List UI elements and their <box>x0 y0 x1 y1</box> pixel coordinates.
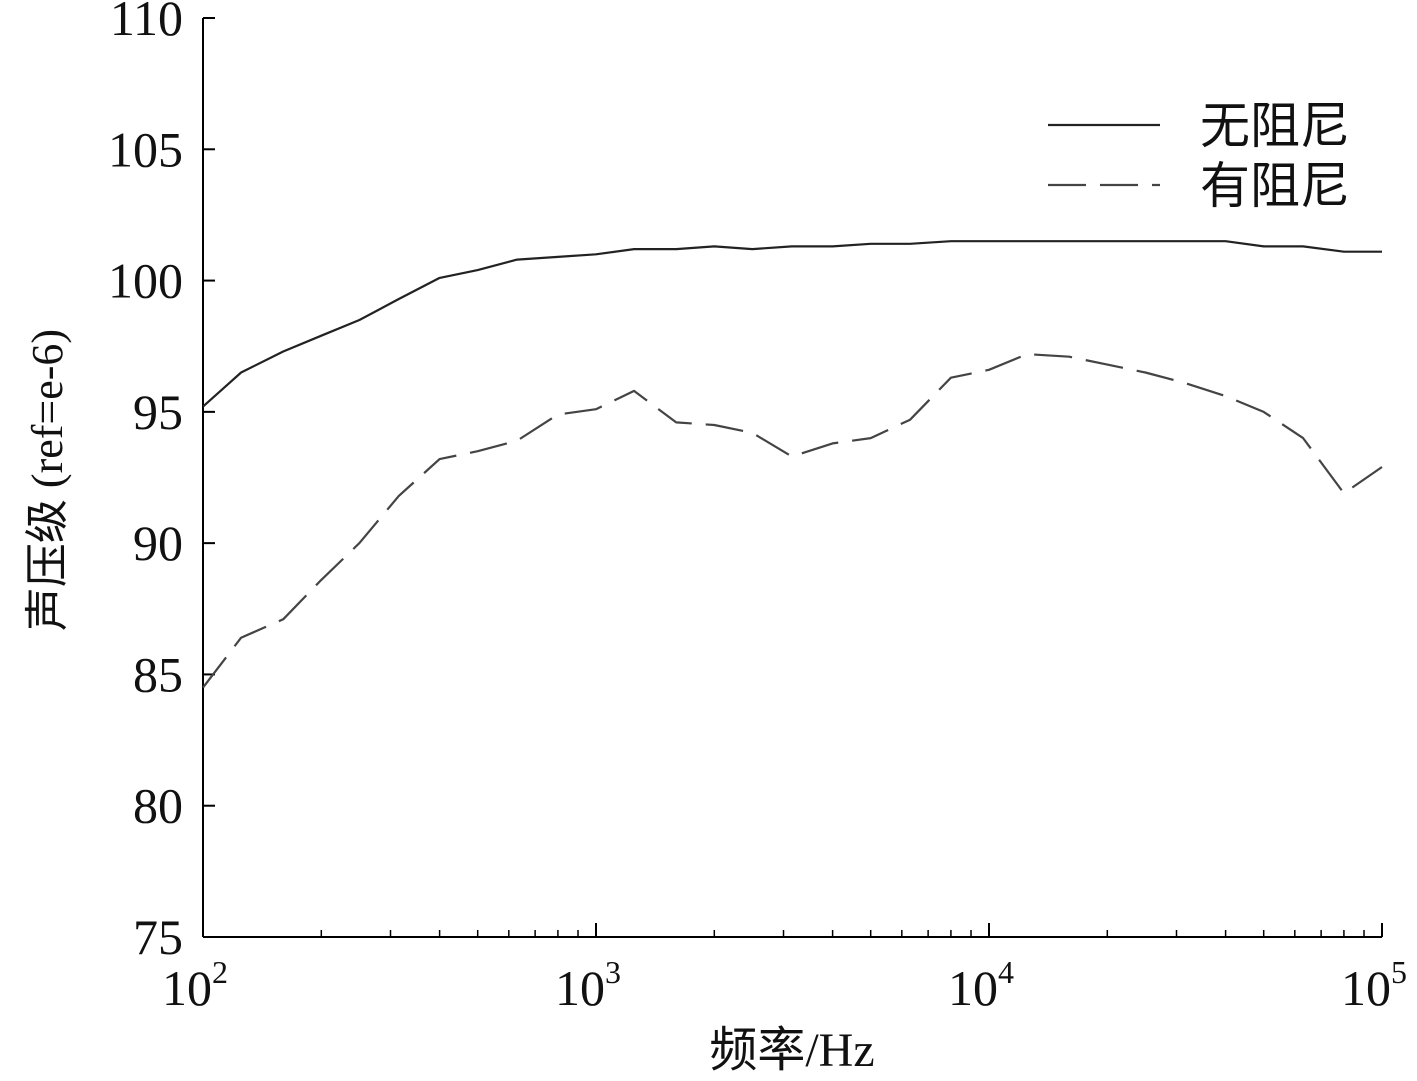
x-axis-title: 频率/Hz <box>709 1024 874 1076</box>
x-tick-label: 105 <box>1341 954 1407 1016</box>
legend-label: 有阻尼 <box>1200 158 1350 214</box>
y-axis-title: 声压级 (ref=e-6) <box>23 329 72 631</box>
series-line-damped <box>202 353 1383 689</box>
y-tick-label: 75 <box>133 909 183 965</box>
y-tick-label: 85 <box>133 646 183 702</box>
y-tick-label: 105 <box>108 121 183 177</box>
axes: 75 80 85 90 95 100 105 110 102 103 104 105 <box>108 0 1407 1016</box>
x-tick-label: 102 <box>162 954 228 1016</box>
x-tick-label: 104 <box>948 954 1014 1016</box>
plot-area <box>202 240 1383 689</box>
legend-label: 无阻尼 <box>1200 98 1350 154</box>
y-tick-label: 80 <box>133 778 183 834</box>
y-tick-label: 90 <box>133 515 183 571</box>
series-line-undamped <box>202 240 1382 408</box>
y-tick-label: 110 <box>110 0 183 46</box>
y-tick-label: 95 <box>133 384 183 440</box>
x-tick-label: 103 <box>555 954 621 1016</box>
y-tick-label: 100 <box>108 253 183 309</box>
